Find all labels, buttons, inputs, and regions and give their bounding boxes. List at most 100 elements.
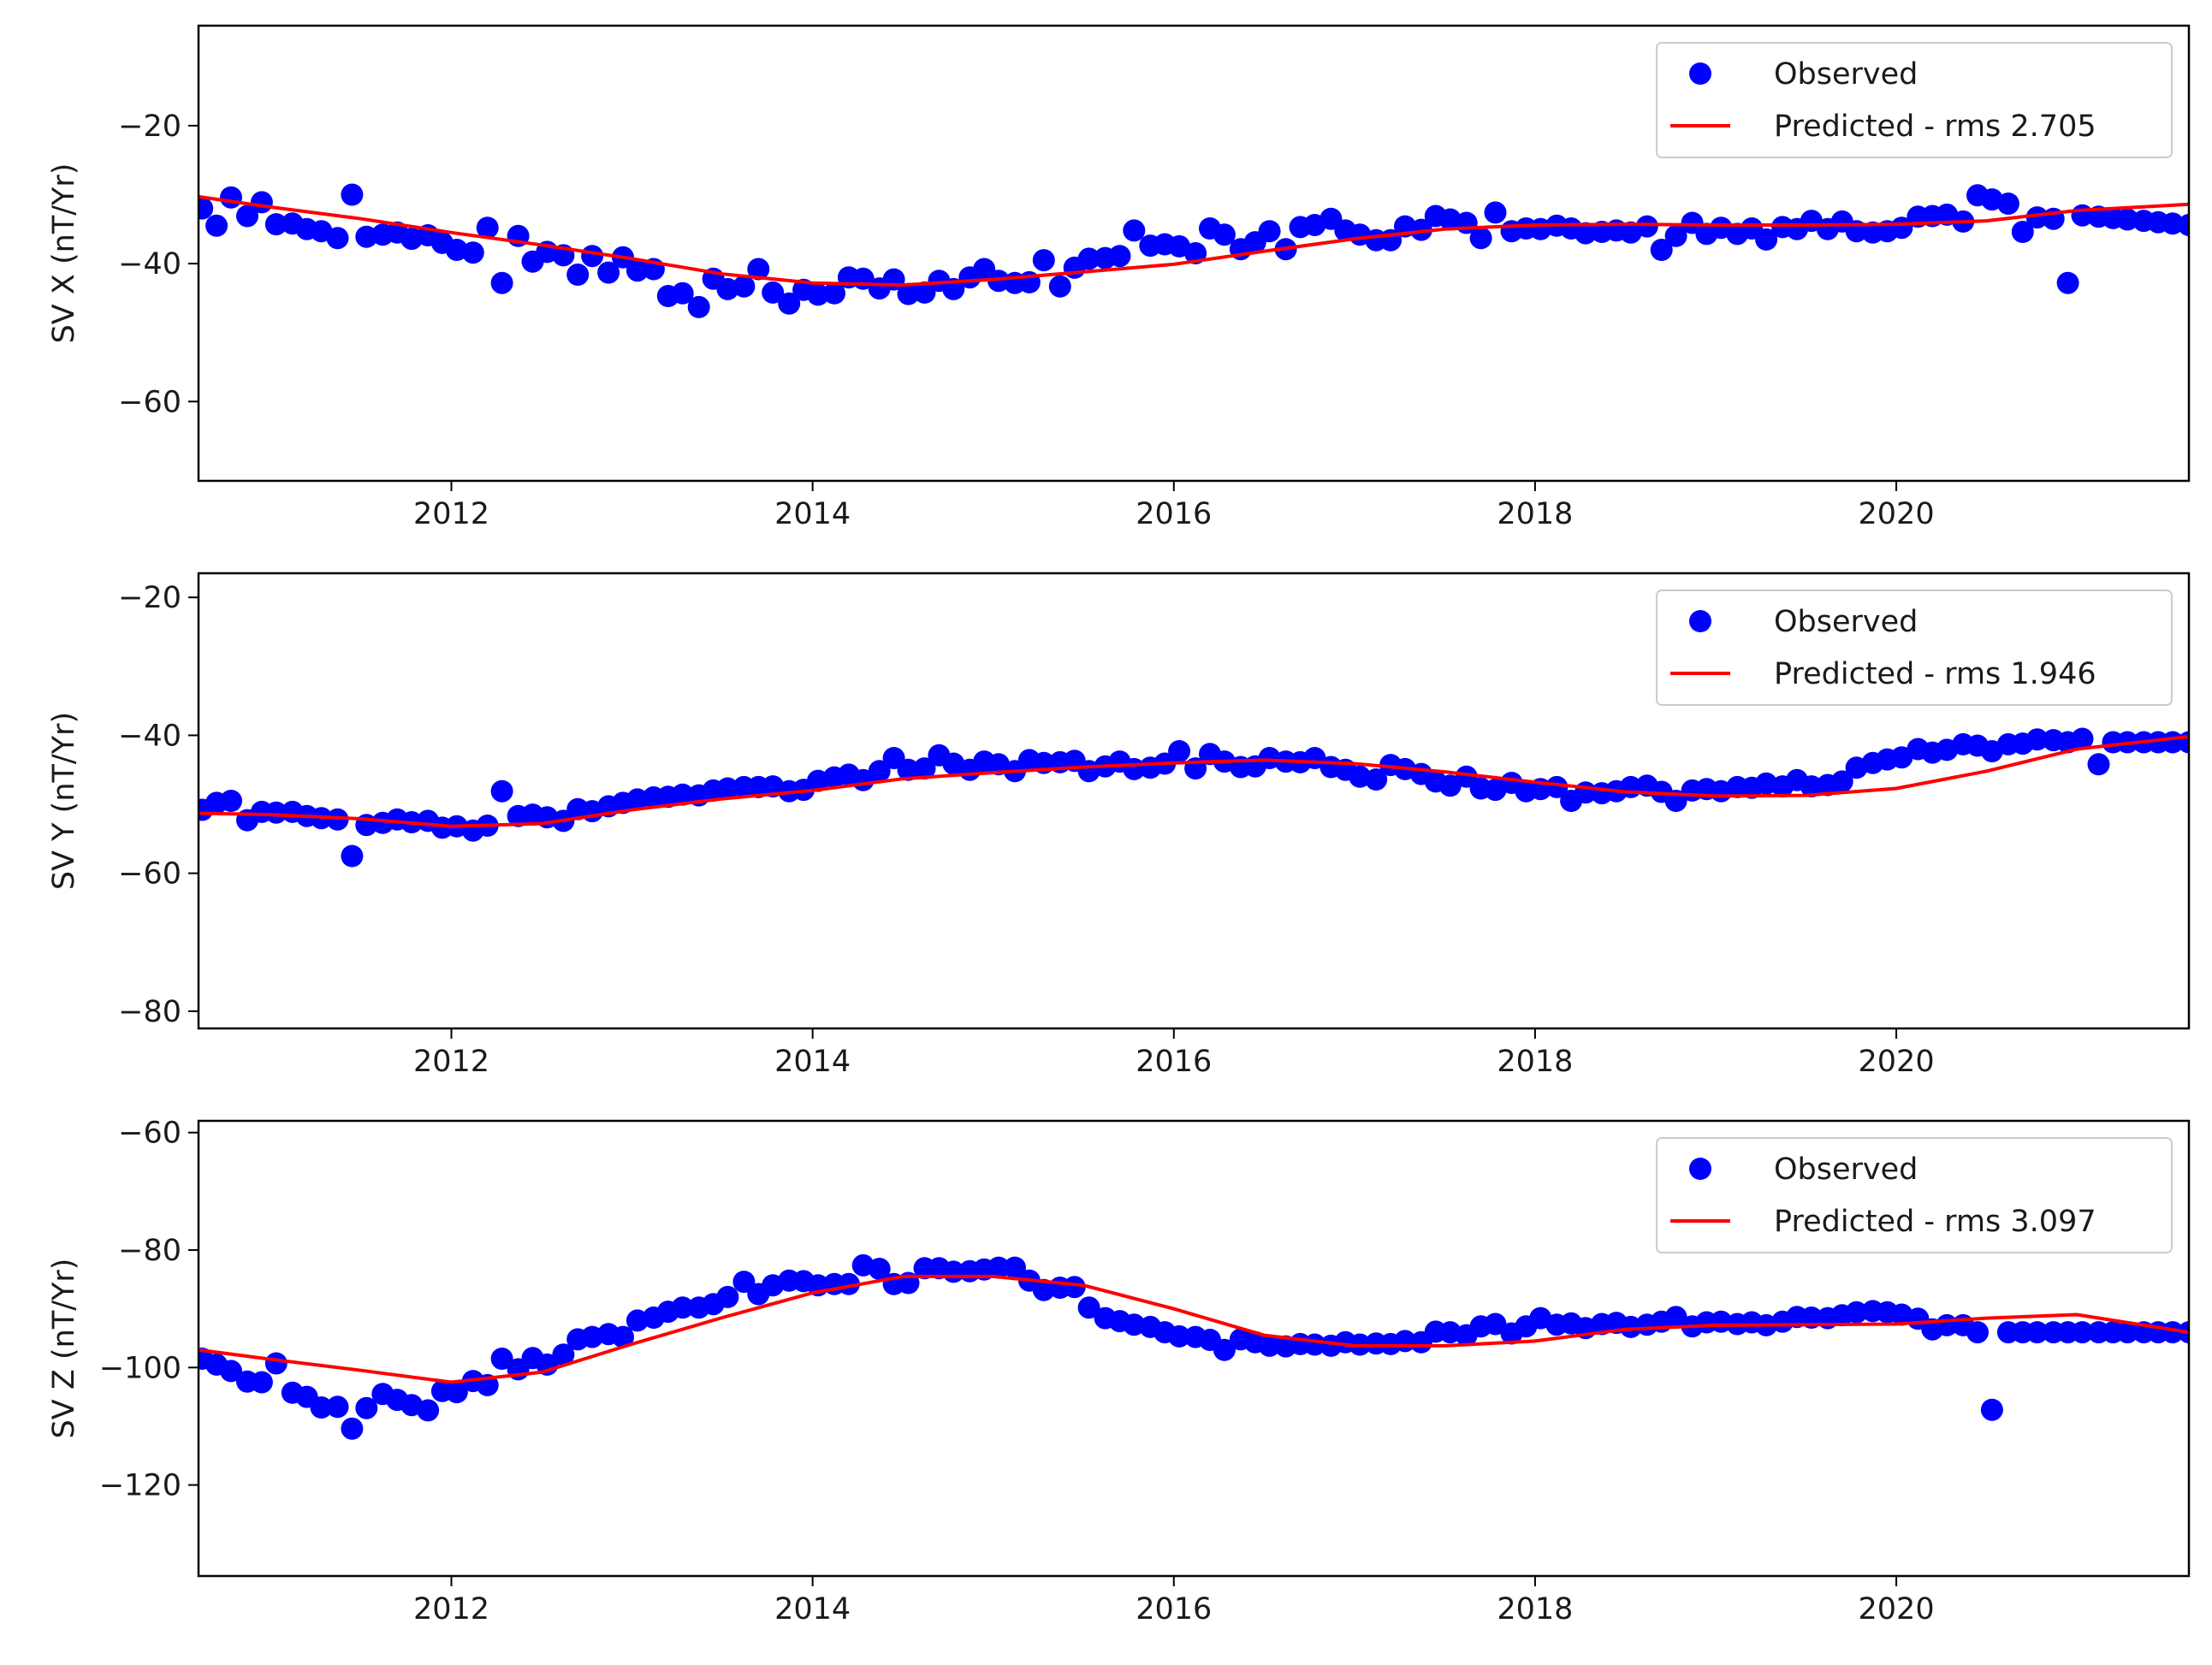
observed-point bbox=[732, 275, 756, 298]
observed-point bbox=[1484, 1312, 1507, 1336]
observed-point bbox=[326, 1395, 349, 1419]
observed-point bbox=[913, 757, 936, 780]
observed-point bbox=[671, 1296, 694, 1319]
observed-point bbox=[236, 204, 258, 228]
observed-point bbox=[2025, 206, 2049, 229]
observed-point bbox=[687, 295, 710, 318]
x-tick-label: 2020 bbox=[1859, 1045, 1935, 1079]
legend-label: Observed bbox=[1774, 605, 1918, 639]
subplot-2: 2012 2014 2016 2018 2020 −20 −40 −60 −80 SV Y (nT… bbox=[47, 572, 2191, 1079]
observed-point bbox=[220, 186, 242, 209]
legend-box bbox=[1656, 1137, 2173, 1253]
observed-point bbox=[566, 264, 590, 286]
observed-point bbox=[671, 281, 694, 305]
x-tick-label: 2012 bbox=[413, 497, 489, 531]
axes-frame bbox=[197, 24, 2191, 483]
observed-point bbox=[445, 1381, 468, 1404]
observed-point bbox=[220, 1360, 242, 1383]
observed-point bbox=[1635, 215, 1658, 238]
legend-marker-swatch bbox=[1689, 610, 1711, 632]
observed-point bbox=[1258, 220, 1281, 243]
observed-point bbox=[897, 282, 920, 305]
x-tick-label: 2018 bbox=[1497, 1592, 1573, 1626]
observed-point bbox=[490, 779, 513, 803]
observed-point bbox=[199, 197, 214, 220]
observed-point bbox=[807, 283, 829, 306]
observed-point bbox=[581, 245, 604, 268]
subplot-1: 2012 2014 2016 2018 2020 −20 −40 −60 SV X (nT/Yr… bbox=[47, 24, 2191, 531]
observed-point bbox=[264, 1352, 288, 1375]
observed-point bbox=[2162, 1321, 2184, 1344]
observed-point bbox=[1168, 740, 1191, 762]
observed-point bbox=[250, 191, 273, 214]
observed-point bbox=[868, 760, 891, 783]
observed-point bbox=[762, 281, 785, 304]
observed-point bbox=[1710, 1310, 1733, 1333]
legend-label: Predicted - rms 3.097 bbox=[1774, 1205, 2096, 1239]
observed-point bbox=[716, 777, 739, 800]
predicted-line bbox=[199, 194, 2189, 287]
observed-point bbox=[671, 783, 694, 806]
legend: Observed Predicted - rms 2.705 bbox=[1656, 42, 2173, 158]
observed-point bbox=[2162, 212, 2184, 235]
observed-point bbox=[341, 844, 364, 868]
predicted-line bbox=[199, 735, 2189, 828]
observed-point bbox=[1800, 775, 1823, 798]
y-tick-label: −40 bbox=[118, 719, 181, 753]
observed-point bbox=[355, 225, 378, 248]
observed-point bbox=[1032, 249, 1055, 272]
observed-point bbox=[1123, 219, 1146, 242]
observed-point bbox=[1409, 218, 1432, 241]
observed-point bbox=[1996, 193, 2019, 215]
observed-point bbox=[1108, 245, 1131, 268]
axes-frame bbox=[197, 572, 2191, 1030]
observed-point bbox=[987, 270, 1010, 293]
legend: Observed Predicted - rms 1.946 bbox=[1656, 590, 2173, 706]
observed-point bbox=[1469, 227, 1492, 250]
observed-point bbox=[1845, 1301, 1868, 1324]
observed-point bbox=[1048, 275, 1071, 298]
y-tick-label: −20 bbox=[118, 581, 181, 615]
observed-point bbox=[1032, 1278, 1055, 1301]
observed-point bbox=[2025, 728, 2049, 751]
observed-point bbox=[552, 1343, 575, 1366]
observed-point bbox=[823, 281, 845, 305]
observed-point bbox=[1213, 1338, 1236, 1361]
observed-point bbox=[2087, 753, 2110, 776]
observed-point bbox=[326, 808, 349, 831]
observed-point bbox=[1980, 1398, 2003, 1421]
y-tick-label: −80 bbox=[118, 1234, 181, 1268]
legend-box bbox=[1656, 42, 2173, 158]
y-tick-label: −120 bbox=[99, 1469, 181, 1503]
y-tick-label: −40 bbox=[118, 247, 181, 281]
observed-point bbox=[250, 1371, 273, 1394]
observed-point bbox=[2116, 1321, 2139, 1344]
x-tick-label: 2014 bbox=[774, 1592, 851, 1626]
x-tick-label: 2016 bbox=[1136, 1592, 1212, 1626]
observed-point bbox=[341, 1417, 364, 1440]
plot-area bbox=[199, 727, 2189, 868]
observed-point bbox=[264, 801, 288, 824]
x-tick-label: 2012 bbox=[413, 1045, 489, 1079]
observed-point bbox=[2071, 727, 2094, 750]
observed-point bbox=[310, 1396, 333, 1419]
observed-point bbox=[2011, 221, 2034, 243]
observed-point bbox=[1004, 1256, 1026, 1279]
legend-marker-swatch bbox=[1689, 1158, 1711, 1180]
observed-point bbox=[747, 258, 770, 281]
observed-point bbox=[490, 271, 513, 294]
observed-point bbox=[2025, 1321, 2049, 1344]
observed-point bbox=[1438, 774, 1462, 797]
observed-point bbox=[490, 1348, 513, 1370]
plot-area bbox=[199, 1253, 2189, 1440]
x-tick-label: 2020 bbox=[1859, 1592, 1935, 1626]
observed-point bbox=[1830, 770, 1853, 793]
observed-point bbox=[1063, 1276, 1086, 1299]
legend-label: Predicted - rms 2.705 bbox=[1774, 110, 2096, 144]
observed-point bbox=[1574, 222, 1597, 245]
observed-point bbox=[732, 1271, 756, 1294]
observed-point bbox=[626, 788, 649, 811]
y-tick-label: −80 bbox=[118, 995, 181, 1029]
observed-point bbox=[417, 1399, 440, 1422]
observed-point bbox=[1619, 1315, 1642, 1338]
